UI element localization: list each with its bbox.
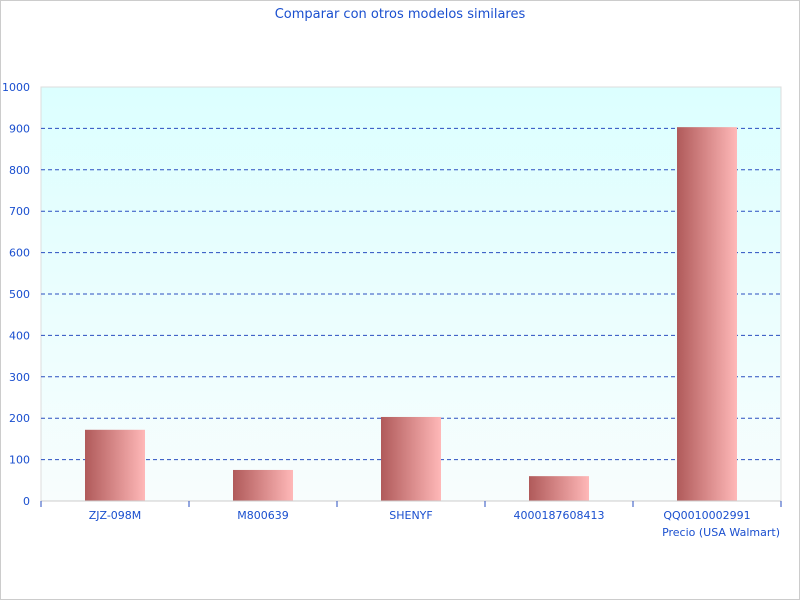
x-tick-label: SHENYF [389, 509, 432, 522]
y-tick-label: 700 [9, 205, 30, 218]
y-tick-label: 0 [23, 495, 30, 508]
x-axis-label: Precio (USA Walmart) [662, 526, 780, 539]
y-tick-label: 200 [9, 412, 30, 425]
chart-title: Comparar con otros modelos similares [275, 7, 526, 22]
bar-QQ0010002991 [677, 127, 737, 502]
bar-SHENYF [381, 416, 441, 501]
x-tick-label: 4000187608413 [514, 509, 605, 522]
bar-ZJZ-098M [85, 429, 145, 501]
y-tick-label: 600 [9, 247, 30, 260]
x-tick-label: ZJZ-098M [89, 509, 142, 522]
y-tick-label: 100 [9, 454, 30, 467]
y-tick-label: 500 [9, 288, 30, 301]
y-tick-label: 800 [9, 164, 30, 177]
y-tick-label: 400 [9, 329, 30, 342]
y-tick-label: 300 [9, 371, 30, 384]
bar-M800639 [233, 469, 293, 501]
x-tick-label: M800639 [237, 509, 288, 522]
bar-4000187608413 [529, 476, 589, 501]
y-tick-label: 1000 [2, 81, 30, 94]
y-tick-label: 900 [9, 122, 30, 135]
x-tick-label: QQ0010002991 [663, 509, 750, 522]
